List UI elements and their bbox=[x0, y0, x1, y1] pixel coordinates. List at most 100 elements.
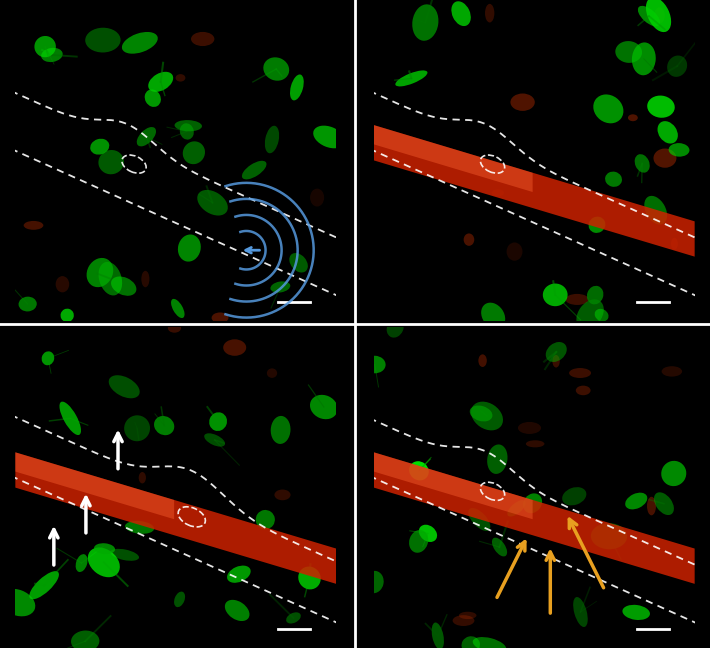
Ellipse shape bbox=[265, 126, 279, 154]
Ellipse shape bbox=[387, 318, 404, 338]
Ellipse shape bbox=[638, 6, 660, 27]
Ellipse shape bbox=[543, 284, 567, 307]
Ellipse shape bbox=[589, 216, 606, 233]
Ellipse shape bbox=[298, 566, 321, 590]
Ellipse shape bbox=[271, 416, 290, 444]
Ellipse shape bbox=[473, 637, 506, 648]
Ellipse shape bbox=[508, 500, 525, 516]
Ellipse shape bbox=[223, 340, 246, 356]
Ellipse shape bbox=[523, 493, 542, 513]
Ellipse shape bbox=[626, 492, 648, 509]
Ellipse shape bbox=[644, 196, 667, 225]
Ellipse shape bbox=[0, 589, 36, 616]
Ellipse shape bbox=[669, 143, 689, 157]
Ellipse shape bbox=[242, 161, 266, 179]
Polygon shape bbox=[374, 452, 532, 519]
Ellipse shape bbox=[576, 386, 591, 395]
Ellipse shape bbox=[197, 190, 228, 216]
Ellipse shape bbox=[29, 571, 59, 599]
Ellipse shape bbox=[60, 402, 81, 435]
Ellipse shape bbox=[594, 95, 623, 123]
Ellipse shape bbox=[141, 271, 149, 287]
Polygon shape bbox=[16, 452, 174, 519]
Ellipse shape bbox=[623, 605, 650, 620]
Ellipse shape bbox=[125, 521, 154, 534]
Ellipse shape bbox=[470, 406, 493, 421]
Ellipse shape bbox=[225, 600, 249, 621]
Ellipse shape bbox=[313, 126, 345, 148]
Ellipse shape bbox=[60, 308, 74, 322]
Ellipse shape bbox=[209, 412, 227, 431]
Ellipse shape bbox=[577, 299, 604, 329]
Ellipse shape bbox=[569, 368, 591, 378]
Ellipse shape bbox=[290, 75, 304, 100]
Ellipse shape bbox=[85, 28, 121, 52]
Ellipse shape bbox=[485, 4, 494, 23]
Ellipse shape bbox=[526, 440, 545, 447]
Ellipse shape bbox=[76, 554, 87, 572]
Ellipse shape bbox=[256, 510, 275, 529]
Ellipse shape bbox=[452, 1, 471, 26]
Ellipse shape bbox=[55, 276, 69, 292]
Ellipse shape bbox=[647, 497, 656, 515]
Ellipse shape bbox=[646, 0, 671, 32]
Ellipse shape bbox=[145, 89, 161, 107]
Ellipse shape bbox=[227, 566, 251, 583]
Ellipse shape bbox=[364, 356, 386, 373]
Ellipse shape bbox=[562, 487, 586, 505]
Ellipse shape bbox=[648, 95, 674, 118]
Ellipse shape bbox=[654, 492, 674, 515]
Ellipse shape bbox=[469, 508, 491, 531]
Ellipse shape bbox=[99, 262, 122, 295]
Ellipse shape bbox=[487, 445, 508, 474]
Polygon shape bbox=[374, 125, 532, 192]
Ellipse shape bbox=[110, 549, 139, 561]
Ellipse shape bbox=[137, 127, 156, 146]
Polygon shape bbox=[16, 452, 336, 584]
Ellipse shape bbox=[204, 434, 225, 446]
Ellipse shape bbox=[138, 472, 146, 483]
Ellipse shape bbox=[182, 141, 205, 164]
Ellipse shape bbox=[409, 530, 428, 553]
Ellipse shape bbox=[552, 355, 559, 367]
Ellipse shape bbox=[87, 258, 113, 287]
Ellipse shape bbox=[409, 461, 429, 480]
Ellipse shape bbox=[587, 286, 604, 305]
Ellipse shape bbox=[492, 189, 504, 196]
Ellipse shape bbox=[289, 253, 308, 273]
Ellipse shape bbox=[191, 32, 214, 46]
Polygon shape bbox=[374, 125, 694, 257]
Ellipse shape bbox=[661, 461, 687, 486]
Ellipse shape bbox=[462, 636, 480, 648]
Ellipse shape bbox=[510, 93, 535, 111]
Ellipse shape bbox=[310, 189, 324, 207]
Ellipse shape bbox=[662, 366, 682, 376]
Ellipse shape bbox=[34, 36, 56, 57]
Ellipse shape bbox=[671, 238, 678, 249]
Ellipse shape bbox=[595, 309, 608, 321]
Ellipse shape bbox=[654, 7, 665, 23]
Ellipse shape bbox=[168, 323, 181, 332]
Ellipse shape bbox=[452, 615, 474, 626]
Ellipse shape bbox=[18, 297, 37, 312]
Ellipse shape bbox=[263, 57, 289, 81]
Ellipse shape bbox=[364, 571, 383, 593]
Ellipse shape bbox=[471, 402, 503, 430]
Ellipse shape bbox=[616, 41, 642, 63]
Ellipse shape bbox=[573, 597, 588, 627]
Polygon shape bbox=[374, 452, 694, 584]
Ellipse shape bbox=[99, 150, 124, 174]
Ellipse shape bbox=[286, 612, 301, 623]
Ellipse shape bbox=[109, 375, 140, 399]
Ellipse shape bbox=[546, 342, 567, 362]
Ellipse shape bbox=[419, 525, 437, 542]
Ellipse shape bbox=[148, 72, 173, 92]
Ellipse shape bbox=[667, 56, 687, 77]
Ellipse shape bbox=[413, 5, 439, 41]
Ellipse shape bbox=[271, 281, 290, 293]
Ellipse shape bbox=[178, 235, 201, 262]
Ellipse shape bbox=[479, 354, 487, 367]
Ellipse shape bbox=[275, 489, 290, 500]
Ellipse shape bbox=[591, 523, 627, 550]
Ellipse shape bbox=[94, 543, 115, 554]
